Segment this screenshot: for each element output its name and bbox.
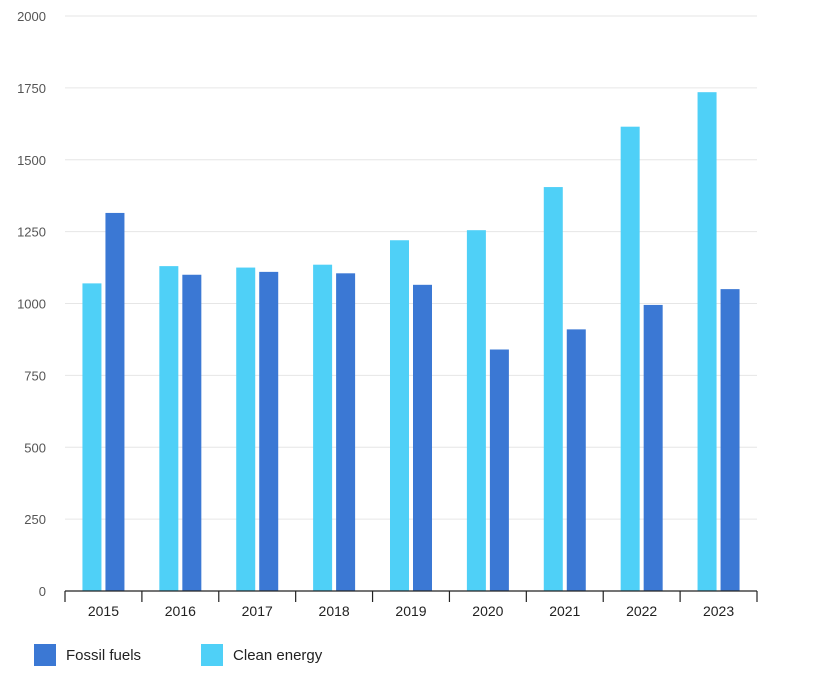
bar-fossil-fuels-2020 bbox=[489, 349, 509, 591]
x-tick-label-2020: 2020 bbox=[472, 603, 503, 619]
bar-clean-energy-2016 bbox=[159, 266, 179, 591]
bar-clean-energy-2021 bbox=[543, 187, 563, 591]
y-tick-label-500: 500 bbox=[24, 440, 46, 455]
bar-fossil-fuels-2023 bbox=[720, 289, 740, 591]
bar-clean-energy-2019 bbox=[390, 240, 409, 591]
y-tick-label-1500: 1500 bbox=[17, 153, 46, 168]
bar-fossil-fuels-2022 bbox=[643, 304, 663, 591]
bar-fossil-fuels-2017 bbox=[259, 271, 279, 591]
bar-fossil-fuels-2016 bbox=[182, 274, 202, 591]
y-tick-label-750: 750 bbox=[24, 368, 46, 383]
legend-item-clean-energy: Clean energy bbox=[201, 644, 322, 666]
bar-clean-energy-2023 bbox=[697, 92, 717, 591]
bar-clean-energy-2020 bbox=[466, 230, 486, 591]
bar-fossil-fuels-2015 bbox=[105, 212, 125, 591]
x-tick-label-2015: 2015 bbox=[88, 603, 119, 619]
x-tick-label-2017: 2017 bbox=[242, 603, 273, 619]
x-tick-label-2021: 2021 bbox=[549, 603, 580, 619]
y-tick-label-1750: 1750 bbox=[17, 81, 46, 96]
bar-fossil-fuels-2019 bbox=[413, 284, 432, 591]
x-tick-label-2022: 2022 bbox=[626, 603, 657, 619]
x-tick-label-2023: 2023 bbox=[703, 603, 734, 619]
bar-clean-energy-2022 bbox=[620, 126, 640, 591]
legend-label-clean-energy: Clean energy bbox=[233, 646, 323, 664]
legend: Fossil fuels Clean energy bbox=[34, 644, 382, 666]
bar-clean-energy-2017 bbox=[236, 267, 256, 591]
y-tick-label-2000: 2000 bbox=[17, 9, 46, 24]
legend-swatch-clean-energy bbox=[201, 644, 224, 666]
bar-clean-energy-2015 bbox=[82, 283, 102, 591]
y-tick-label-0: 0 bbox=[39, 584, 46, 599]
gridlines bbox=[65, 15, 757, 520]
bars bbox=[82, 92, 740, 591]
x-tick-label-2016: 2016 bbox=[165, 603, 196, 619]
bar-fossil-fuels-2021 bbox=[566, 329, 586, 591]
legend-item-fossil-fuels: Fossil fuels bbox=[34, 644, 141, 666]
y-axis-ticks: 0 250 500 750 1000 1250 1500 1750 2000 bbox=[17, 9, 46, 599]
x-tick-label-2019: 2019 bbox=[395, 603, 426, 619]
bar-clean-energy-2018 bbox=[313, 264, 333, 591]
y-tick-label-250: 250 bbox=[24, 512, 46, 527]
bar-fossil-fuels-2018 bbox=[336, 273, 356, 591]
x-axis: 2015 2016 2017 2018 2019 2020 2021 2022 2023 bbox=[64, 590, 758, 619]
legend-swatch-fossil-fuels bbox=[34, 644, 56, 666]
y-tick-label-1000: 1000 bbox=[17, 297, 46, 312]
legend-label-fossil-fuels: Fossil fuels bbox=[66, 646, 142, 664]
y-tick-label-1250: 1250 bbox=[17, 225, 46, 240]
x-tick-label-2018: 2018 bbox=[319, 603, 350, 619]
